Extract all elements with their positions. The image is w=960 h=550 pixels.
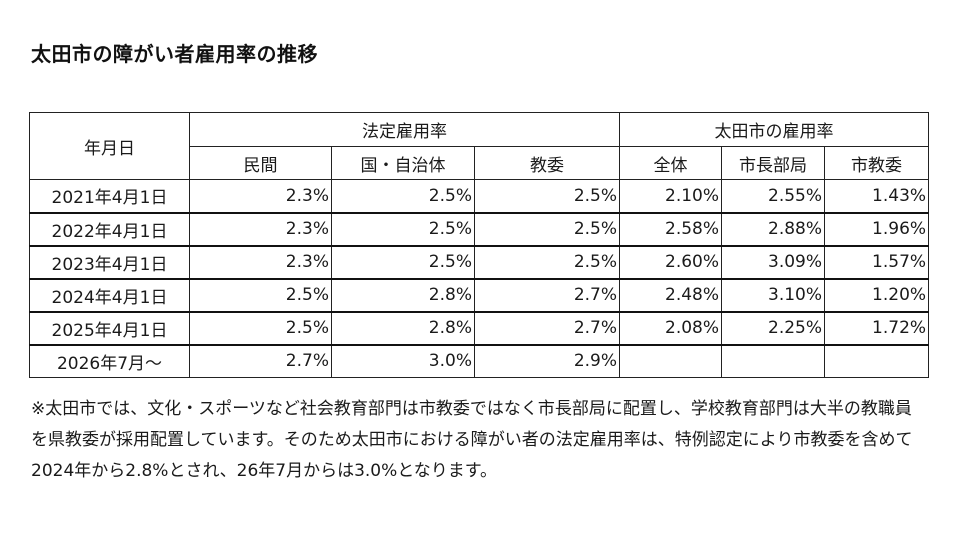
cell-education-board: 2.5% <box>473 179 621 214</box>
cell-private: 2.5% <box>189 278 332 313</box>
cell-national-local: 2.5% <box>331 245 475 280</box>
table-row: 2026年7月～ 2.7% 3.0% 2.9% <box>29 344 930 378</box>
table-row: 2021年4月1日 2.3% 2.5% 2.5% 2.10% 2.55% 1.4… <box>29 179 930 214</box>
cell-city-education-board: 1.43% <box>824 179 930 214</box>
employment-rate-table: 年月日 法定雇用率 太田市の雇用率 民間 国・自治体 教委 全体 市長部局 市教… <box>29 112 930 378</box>
cell-mayor-dept <box>721 344 826 378</box>
table-row: 2024年4月1日 2.5% 2.8% 2.7% 2.48% 3.10% 1.2… <box>29 278 930 313</box>
row-date: 2023年4月1日 <box>29 245 190 280</box>
cell-city-education-board: 1.57% <box>824 245 930 280</box>
cell-overall <box>619 344 723 378</box>
row-date: 2022年4月1日 <box>29 212 190 247</box>
cell-overall: 2.48% <box>619 278 723 313</box>
row-date: 2025年4月1日 <box>29 311 190 346</box>
table-row: 2025年4月1日 2.5% 2.8% 2.7% 2.08% 2.25% 1.7… <box>29 311 930 346</box>
cell-mayor-dept: 2.25% <box>721 311 826 346</box>
cell-mayor-dept: 3.10% <box>721 278 826 313</box>
cell-city-education-board: 1.72% <box>824 311 930 346</box>
cell-education-board: 2.5% <box>473 245 621 280</box>
column-header-mayor-dept: 市長部局 <box>721 146 826 180</box>
date-column-header: 年月日 <box>29 112 190 180</box>
cell-overall: 2.10% <box>619 179 723 214</box>
table-subheader-row: 民間 国・自治体 教委 全体 市長部局 市教委 <box>30 146 930 180</box>
table-header-group-row: 年月日 法定雇用率 太田市の雇用率 <box>29 112 930 180</box>
column-header-overall: 全体 <box>619 146 723 180</box>
cell-overall: 2.58% <box>619 212 723 247</box>
cell-city-education-board: 1.96% <box>824 212 930 247</box>
cell-national-local: 2.5% <box>331 179 475 214</box>
cell-private: 2.3% <box>189 212 332 247</box>
cell-private: 2.7% <box>189 344 332 378</box>
table-row: 2022年4月1日 2.3% 2.5% 2.5% 2.58% 2.88% 1.9… <box>29 212 930 247</box>
cell-city-education-board: 1.20% <box>824 278 930 313</box>
column-header-national-local: 国・自治体 <box>331 146 475 180</box>
cell-national-local: 2.8% <box>331 278 475 313</box>
cell-education-board: 2.7% <box>473 311 621 346</box>
cell-national-local: 2.5% <box>331 212 475 247</box>
cell-mayor-dept: 2.88% <box>721 212 826 247</box>
column-header-education-board: 教委 <box>473 146 621 180</box>
column-header-city-education-board: 市教委 <box>824 146 930 180</box>
city-rate-group-header: 太田市の雇用率 <box>619 112 930 147</box>
footnote: ※太田市では、文化・スポーツなど社会教育部門は市教委ではなく市長部局に配置し、学… <box>31 399 913 481</box>
cell-overall: 2.08% <box>619 311 723 346</box>
cell-mayor-dept: 2.55% <box>721 179 826 214</box>
column-header-private: 民間 <box>189 146 332 180</box>
page-title: 太田市の障がい者雇用率の推移 <box>31 42 318 66</box>
cell-mayor-dept: 3.09% <box>721 245 826 280</box>
legal-rate-group-header: 法定雇用率 <box>188 112 621 147</box>
cell-education-board: 2.7% <box>473 278 621 313</box>
cell-education-board: 2.9% <box>473 344 621 378</box>
row-date: 2024年4月1日 <box>29 278 190 313</box>
cell-national-local: 2.8% <box>331 311 475 346</box>
cell-private: 2.3% <box>189 179 332 214</box>
cell-private: 2.3% <box>189 245 332 280</box>
table-row: 2023年4月1日 2.3% 2.5% 2.5% 2.60% 3.09% 1.5… <box>29 245 930 280</box>
row-date: 2021年4月1日 <box>29 179 190 214</box>
cell-private: 2.5% <box>189 311 332 346</box>
row-date: 2026年7月～ <box>29 344 190 378</box>
cell-national-local: 3.0% <box>331 344 475 378</box>
cell-overall: 2.60% <box>619 245 723 280</box>
cell-education-board: 2.5% <box>473 212 621 247</box>
cell-city-education-board <box>824 344 930 378</box>
